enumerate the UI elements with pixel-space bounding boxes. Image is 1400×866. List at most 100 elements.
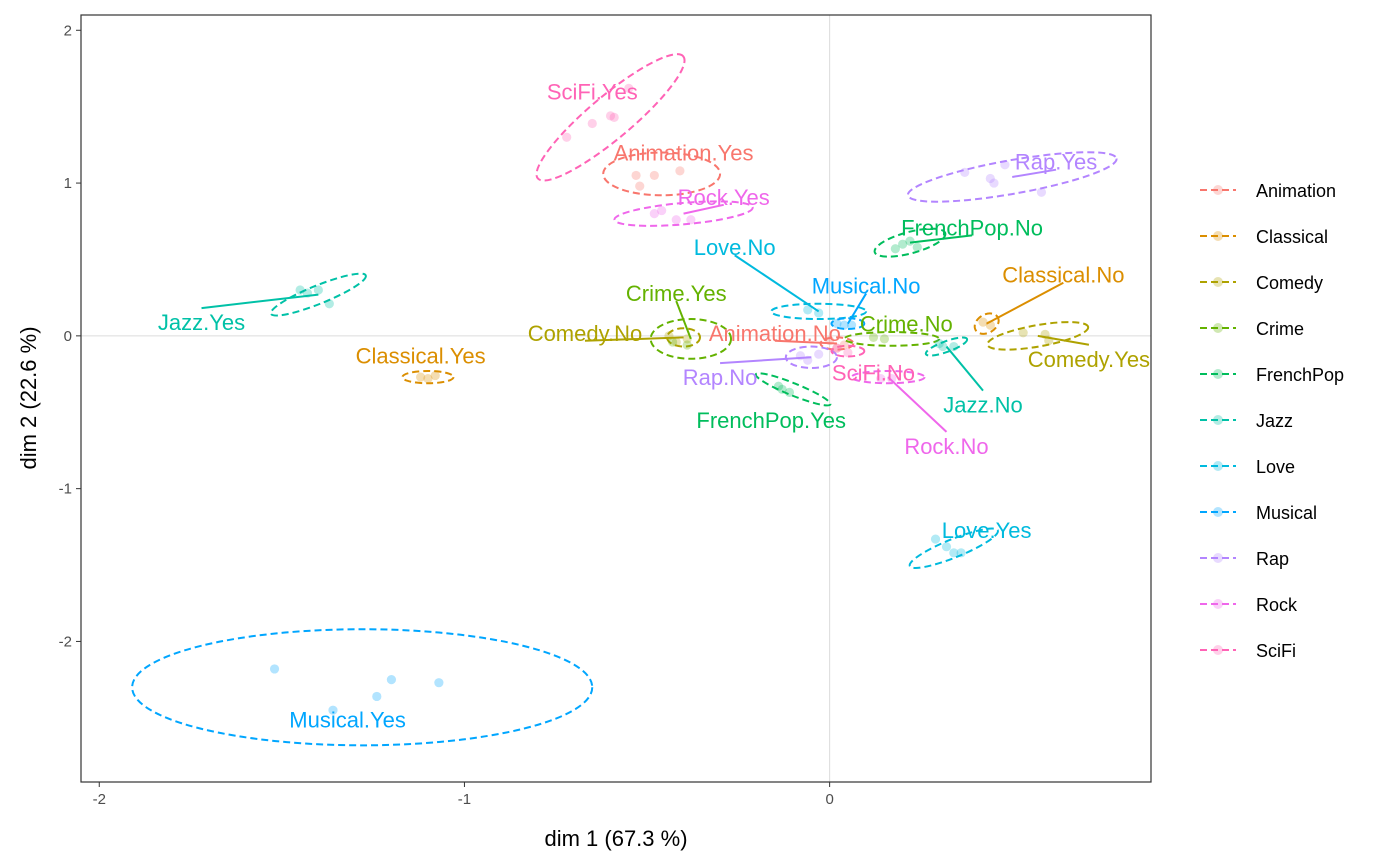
rock-no-label: Rock.No: [904, 434, 988, 459]
legend-label-animation: Animation: [1256, 181, 1336, 201]
crime-yes-label: Crime.Yes: [626, 281, 727, 306]
musical-yes-point-3: [386, 675, 397, 685]
label-leader-lines: [201, 168, 1090, 433]
plot-panel-border: [80, 14, 1152, 783]
crime-no-ellipse: [843, 331, 941, 347]
jazz-no-point-0: [934, 338, 944, 349]
jazz-no-point-2: [949, 341, 959, 352]
musical-yes-point-1: [328, 705, 338, 715]
confidence-ellipses: [131, 53, 1118, 747]
legend-label-frenchpop: FrenchPop: [1256, 365, 1344, 385]
rock-yes-point-2: [671, 215, 681, 225]
rock-no-point-1: [887, 374, 897, 384]
classical-yes-point-0: [416, 372, 426, 382]
legend-label-comedy: Comedy: [1256, 273, 1323, 293]
love-no-ellipse: [770, 302, 868, 321]
rock-yes-point-0: [649, 209, 659, 219]
frenchpop-no-point-1: [898, 239, 908, 249]
frenchpop-no-label: FrenchPop.No: [901, 215, 1043, 240]
scifi-no-label: SciFi.No: [832, 361, 915, 386]
y-tick-label-2: 0: [64, 328, 72, 345]
rock-yes-label: Rock.Yes: [678, 185, 770, 210]
rap-yes-point-4: [1036, 187, 1047, 197]
crime-yes-point-1: [682, 340, 692, 350]
rock-yes-point-1: [657, 205, 667, 216]
rap-no-ellipse: [784, 345, 838, 369]
love-no-leader-line: [734, 254, 820, 313]
musical-yes-label: Musical.Yes: [289, 707, 406, 732]
love-yes-point-1: [941, 542, 952, 552]
classical-no-point-0: [978, 317, 988, 327]
rap-yes-point-2: [989, 178, 999, 188]
scifi-no-point-0: [832, 343, 842, 353]
jazz-no-label: Jazz.No: [943, 393, 1022, 418]
crime-no-point-1: [879, 334, 890, 344]
data-points: [269, 83, 1054, 715]
crime-no-label: Crime.No: [860, 312, 953, 337]
rock-yes-ellipse: [613, 200, 754, 227]
y-tick-label-1: 1: [64, 175, 72, 192]
classical-yes-ellipse: [401, 369, 455, 385]
animation-no-leader-line: [774, 339, 837, 345]
rap-yes-leader-line: [1012, 168, 1057, 178]
frenchpop-yes-point-1: [777, 384, 787, 394]
crime-yes-leader-line: [675, 300, 692, 340]
legend-label-crime: Crime: [1256, 319, 1304, 339]
jazz-yes-point-0: [295, 285, 305, 295]
musical-yes-ellipse: [131, 628, 594, 747]
love-no-label: Love.No: [694, 235, 776, 260]
frenchpop-no-point-2: [905, 236, 915, 246]
legend-key-point-crime: [1213, 323, 1223, 333]
love-yes-point-2: [949, 548, 959, 558]
love-yes-point-0: [930, 534, 941, 544]
rap-yes-point-3: [1000, 160, 1010, 170]
jazz-yes-point-2: [313, 285, 323, 295]
legend-label-rock: Rock: [1256, 595, 1298, 615]
legend-label-rap: Rap: [1256, 549, 1289, 569]
legend-key-point-love: [1213, 461, 1223, 471]
animation-no-label: Animation.No: [709, 321, 841, 346]
scifi-yes-point-3: [609, 112, 619, 122]
frenchpop-yes-ellipse: [754, 372, 832, 407]
scifi-yes-point-1: [587, 118, 597, 129]
rap-yes-label: Rap.Yes: [1015, 150, 1097, 175]
point-labels: Animation.Yes Animation.No Classical.Yes Cl…: [158, 79, 1150, 732]
musical-no-point-1: [839, 320, 849, 330]
reference-lines: [81, 15, 1151, 782]
musical-yes-point-2: [372, 691, 382, 702]
jazz-yes-point-3: [324, 299, 334, 309]
x-tick-label-0: -2: [93, 791, 106, 808]
love-yes-point-3: [956, 548, 966, 558]
scifi-yes-ellipse: [535, 53, 686, 182]
plot-panel: [81, 15, 1151, 782]
animation-yes-point-2: [649, 170, 659, 181]
comedy-no-ellipse: [666, 327, 701, 348]
rap-yes-point-0: [960, 167, 970, 177]
rock-no-point-0: [876, 374, 886, 384]
love-no-point-0: [803, 305, 813, 315]
animation-yes-point-1: [635, 181, 645, 191]
rap-no-leader-line: [720, 356, 812, 365]
classical-yes-point-2: [430, 370, 440, 381]
legend-key-point-frenchpop: [1213, 369, 1223, 379]
legend-key-point-scifi: [1213, 645, 1223, 655]
x-tick-label-2: 0: [825, 791, 833, 808]
animation-yes-point-0: [631, 170, 641, 181]
classical-no-label: Classical.No: [1002, 263, 1124, 288]
animation-no-point-2: [839, 340, 849, 350]
legend-label-jazz: Jazz: [1256, 411, 1293, 431]
scifi-no-ellipse: [830, 344, 866, 358]
frenchpop-no-ellipse: [873, 227, 947, 258]
x-axis: -2 -1 0: [93, 782, 834, 808]
legend-label-love: Love: [1256, 457, 1295, 477]
musical-no-point-0: [832, 319, 842, 329]
rap-no-point-2: [814, 349, 824, 359]
legend-key-point-classical: [1213, 231, 1223, 241]
comedy-yes-ellipse: [986, 321, 1090, 351]
frenchpop-yes-point-2: [784, 387, 795, 397]
jazz-no-leader-line: [945, 345, 984, 392]
rock-no-leader-line: [887, 376, 948, 433]
rap-no-label: Rap.No: [683, 365, 758, 390]
scifi-no-point-1: [843, 348, 853, 358]
